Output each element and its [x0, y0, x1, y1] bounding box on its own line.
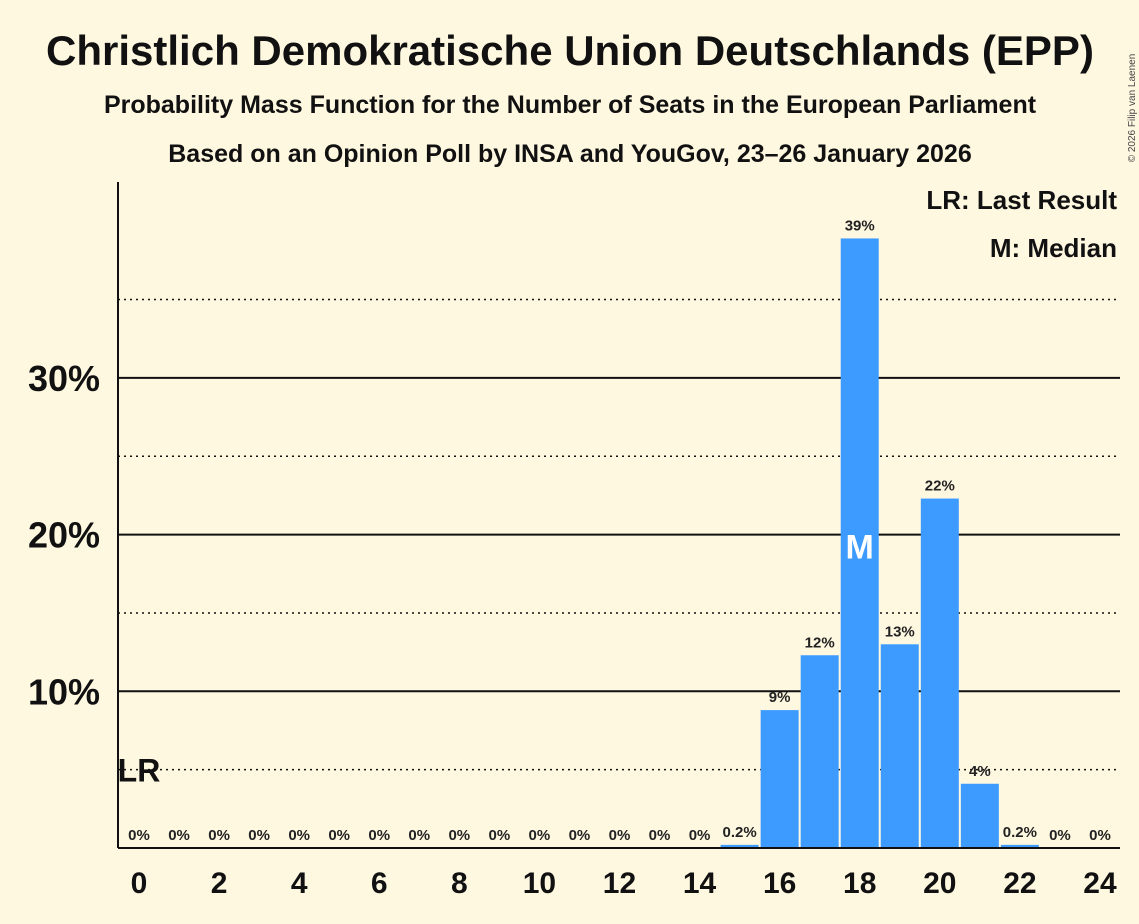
chart-subtitle-source: Based on an Opinion Poll by INSA and You…	[168, 140, 971, 168]
data-label-10: 0%	[529, 827, 551, 844]
chart-subtitle: Probability Mass Function for the Number…	[104, 91, 1037, 119]
data-label-18: 39%	[845, 217, 875, 234]
y-tick-2: 30%	[28, 358, 100, 399]
x-tick-20: 20	[923, 867, 956, 900]
bar-19	[880, 644, 919, 848]
x-tick-labels: 0 2 4 6 8 10 12 14 16 18 20 22 24	[131, 867, 1117, 900]
bar-21	[960, 783, 999, 848]
bar-22	[1000, 844, 1039, 848]
bar-15	[720, 844, 759, 848]
last-result-marker: LR	[118, 753, 161, 789]
bar-16	[760, 710, 799, 848]
copyright-notice: © 2026 Filip van Laenen	[1127, 54, 1138, 163]
x-tick-12: 12	[603, 867, 636, 900]
data-label-24: 0%	[1089, 827, 1111, 844]
chart-title: Christlich Demokratische Union Deutschla…	[46, 27, 1094, 74]
bar-17	[800, 655, 839, 848]
bar-18	[840, 238, 879, 848]
data-label-5: 0%	[328, 827, 350, 844]
grid-lines	[118, 298, 1120, 771]
x-tick-2: 2	[211, 867, 228, 900]
data-label-16: 9%	[769, 689, 791, 706]
data-label-6: 0%	[368, 827, 390, 844]
x-tick-14: 14	[683, 867, 717, 900]
x-tick-8: 8	[451, 867, 468, 900]
x-tick-18: 18	[843, 867, 876, 900]
data-label-2: 0%	[208, 827, 230, 844]
data-label-21: 4%	[969, 763, 991, 780]
data-label-7: 0%	[408, 827, 430, 844]
bars-group	[720, 238, 1039, 848]
data-label-12: 0%	[609, 827, 631, 844]
x-tick-22: 22	[1003, 867, 1036, 900]
bar-20	[920, 498, 959, 848]
x-tick-24: 24	[1083, 867, 1117, 900]
data-label-14: 0%	[689, 827, 711, 844]
data-label-23: 0%	[1049, 827, 1071, 844]
data-label-0: 0%	[128, 827, 150, 844]
data-label-1: 0%	[168, 827, 190, 844]
data-label-13: 0%	[649, 827, 671, 844]
y-tick-1: 20%	[28, 515, 100, 556]
median-marker: M	[846, 529, 874, 567]
y-tick-0: 10%	[28, 671, 100, 712]
data-label-4: 0%	[288, 827, 310, 844]
data-label-22: 0.2%	[1003, 824, 1037, 841]
x-tick-6: 6	[371, 867, 388, 900]
legend-median: M: Median	[990, 233, 1117, 263]
data-label-3: 0%	[248, 827, 270, 844]
data-label-9: 0%	[489, 827, 511, 844]
data-label-19: 13%	[885, 623, 915, 640]
data-label-17: 12%	[805, 634, 835, 651]
x-tick-0: 0	[131, 867, 148, 900]
x-tick-16: 16	[763, 867, 796, 900]
data-label-20: 22%	[925, 478, 955, 495]
legend-last-result: LR: Last Result	[926, 185, 1117, 215]
data-labels-group: 0% 0% 0% 0% 0% 0% 0% 0% 0% 0% 0% 0% 0% 0% 0% 0.2% 9% 12% 3…	[128, 217, 1111, 844]
x-tick-4: 4	[291, 867, 308, 900]
data-label-8: 0%	[448, 827, 470, 844]
data-label-15: 0.2%	[722, 824, 756, 841]
data-label-11: 0%	[569, 827, 591, 844]
x-tick-10: 10	[523, 867, 556, 900]
y-tick-labels: 10% 20% 30%	[28, 358, 100, 712]
